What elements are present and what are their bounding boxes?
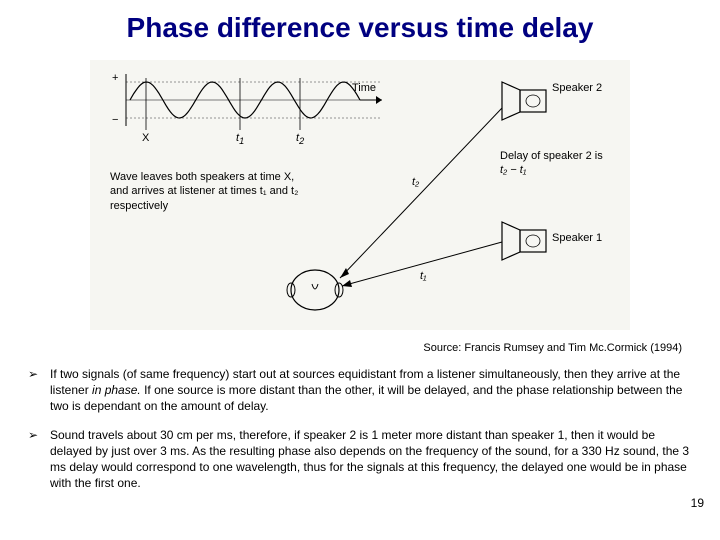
bullet-list: ➢ If two signals (of same frequency) sta… [28, 366, 692, 503]
ray-t1: t₁ [420, 270, 427, 282]
axis-minus: − [112, 114, 118, 126]
ray-t2: t₂ [412, 176, 419, 188]
marker-t2: t2 [296, 132, 304, 146]
delay-expr: t₂ − t₁ [500, 164, 526, 176]
bullet-text-italic: in phase. [92, 383, 141, 397]
speaker2-label: Speaker 2 [552, 82, 602, 94]
delay-label: Delay of speaker 2 is [500, 150, 603, 162]
page-number: 19 [691, 496, 704, 510]
bullet-marker-icon: ➢ [28, 427, 50, 492]
axis-plus: + [112, 72, 118, 84]
slide: Phase difference versus time delay [0, 0, 720, 540]
bullet-text-span: Sound travels about 30 cm per ms, theref… [50, 428, 689, 491]
wave-caption: Wave leaves both speakers at time X, and… [110, 170, 310, 213]
bullet-item: ➢ Sound travels about 30 cm per ms, ther… [28, 427, 692, 492]
bullet-text: Sound travels about 30 cm per ms, theref… [50, 427, 692, 492]
bullet-item: ➢ If two signals (of same frequency) sta… [28, 366, 692, 415]
speaker1-label: Speaker 1 [552, 232, 602, 244]
marker-x: X [142, 132, 149, 144]
source-citation: Source: Francis Rumsey and Tim Mc.Cormic… [423, 342, 682, 354]
marker-t1: t1 [236, 132, 244, 146]
diagram: + − Time X t1 t2 Wave leaves both speake… [90, 60, 630, 330]
axis-time: Time [352, 82, 376, 94]
slide-title: Phase difference versus time delay [0, 12, 720, 44]
bullet-text: If two signals (of same frequency) start… [50, 366, 692, 415]
bullet-marker-icon: ➢ [28, 366, 50, 415]
bullet-text-span2: If one source is more distant than the o… [50, 383, 682, 413]
